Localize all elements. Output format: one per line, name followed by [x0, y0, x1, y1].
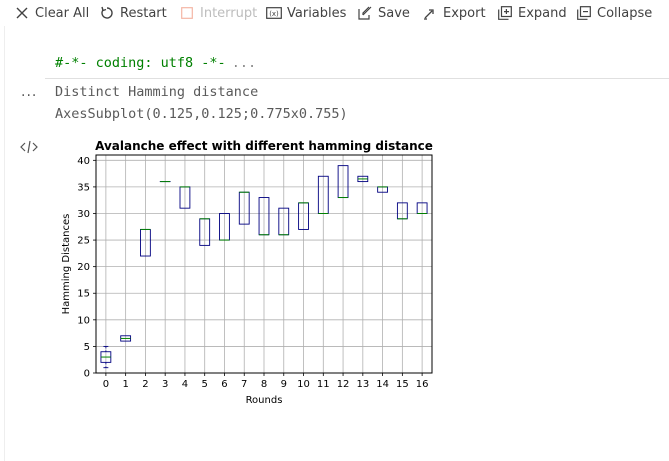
x-tick-label: 7	[241, 379, 247, 390]
y-tick-label: 30	[77, 209, 90, 220]
chart-svg: Avalanche effect with different hamming …	[61, 139, 433, 406]
restart-button[interactable]: Restart	[99, 4, 167, 22]
chart-title: Avalanche effect with different hamming …	[95, 139, 433, 153]
y-tick-label: 5	[84, 342, 90, 353]
interrupt-label: Interrupt	[200, 5, 258, 21]
x-tick-label: 12	[337, 379, 350, 390]
save-icon	[357, 5, 373, 21]
box-2	[140, 228, 151, 257]
x-tick-label: 5	[202, 379, 208, 390]
save-button[interactable]: Save	[357, 4, 410, 22]
x-tick-label: 9	[281, 379, 287, 390]
x-tick-label: 0	[103, 379, 109, 390]
collapse-label: Collapse	[597, 5, 653, 21]
x-tick-label: 2	[142, 379, 148, 390]
expand-button[interactable]: Expand	[497, 4, 567, 22]
x-tick-label: 13	[356, 379, 369, 390]
export-icon	[422, 5, 438, 21]
box-1	[120, 335, 132, 342]
y-tick-label: 15	[77, 289, 90, 300]
svg-text:(x): (x)	[269, 10, 279, 18]
box-16	[416, 202, 428, 214]
x-tick-label: 8	[261, 379, 267, 390]
notebook-toolbar: Clear All Restart Interrupt (x) Variable…	[0, 0, 669, 26]
output-line-2: AxesSubplot(0.125,0.125;0.775x0.755)	[55, 106, 348, 122]
y-axis-ticks: 0 5 10 15 20 25 30 35 40	[77, 156, 96, 380]
variables-button[interactable]: (x) Variables	[266, 4, 346, 22]
restart-icon	[99, 5, 115, 21]
x-axis-ticks: 0 1 2 3 4 5 6 7 8 9 10 11 12 13 14 15 16	[103, 373, 429, 390]
box-7	[238, 191, 250, 225]
x-tick-label: 6	[221, 379, 227, 390]
clear-all-button[interactable]: Clear All	[14, 4, 89, 22]
box-9	[278, 207, 290, 236]
x-tick-label: 15	[396, 379, 409, 390]
box-13	[357, 175, 369, 183]
y-tick-label: 10	[77, 315, 90, 326]
y-tick-label: 0	[84, 369, 90, 380]
input-cell[interactable]: #-*- coding: utf8 -*-...	[45, 44, 669, 79]
variables-label: Variables	[287, 5, 347, 21]
y-tick-label: 40	[77, 156, 90, 167]
export-button[interactable]: Export	[422, 4, 486, 22]
x-tick-label: 16	[416, 379, 429, 390]
box-11	[317, 175, 329, 214]
chart-marks	[100, 165, 428, 369]
clear-all-label: Clear All	[35, 5, 90, 21]
box-6	[219, 213, 230, 241]
output-more-button[interactable]: ...	[21, 84, 38, 100]
x-tick-label: 11	[317, 379, 330, 390]
x-tick-label: 3	[162, 379, 168, 390]
code-text: #-*- coding: utf8 -*-	[55, 55, 226, 71]
box-0	[100, 345, 112, 369]
chart-grid	[96, 155, 432, 374]
save-label: Save	[378, 5, 410, 21]
box-4	[179, 186, 191, 209]
collapse-button[interactable]: Collapse	[576, 4, 652, 22]
box-14	[377, 186, 388, 193]
expand-label: Expand	[518, 5, 567, 21]
cell-gutter-divider	[4, 26, 5, 461]
x-tick-label: 14	[376, 379, 389, 390]
box-12	[337, 165, 349, 199]
box-15	[396, 202, 408, 220]
export-label: Export	[443, 5, 486, 21]
box-5	[199, 218, 211, 246]
box-8	[258, 197, 270, 236]
restart-label: Restart	[120, 5, 167, 21]
variables-icon: (x)	[266, 5, 282, 21]
x-tick-label: 10	[297, 379, 310, 390]
stop-icon	[179, 5, 195, 21]
close-icon	[14, 5, 30, 21]
x-tick-label: 4	[182, 379, 188, 390]
expand-icon	[497, 5, 513, 21]
collapse-icon	[576, 5, 592, 21]
code-icon[interactable]	[20, 139, 38, 154]
collapsed-code-ellipsis[interactable]: ...	[231, 55, 257, 71]
y-tick-label: 35	[77, 182, 90, 193]
box-10	[298, 202, 309, 230]
box-plot-chart: Avalanche effect with different hamming …	[55, 133, 445, 412]
x-axis-label: Rounds	[246, 395, 283, 406]
code-line[interactable]: #-*- coding: utf8 -*-...	[55, 55, 256, 71]
x-tick-label: 1	[122, 379, 128, 390]
interrupt-button[interactable]: Interrupt	[179, 4, 257, 22]
y-tick-label: 25	[77, 236, 90, 247]
output-line-1: Distinct Hamming distance	[55, 84, 259, 100]
y-tick-label: 20	[77, 262, 90, 273]
y-axis-label: Hamming Distances	[61, 214, 72, 315]
